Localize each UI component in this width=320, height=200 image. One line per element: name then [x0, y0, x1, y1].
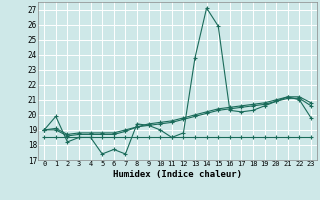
X-axis label: Humidex (Indice chaleur): Humidex (Indice chaleur) [113, 170, 242, 179]
